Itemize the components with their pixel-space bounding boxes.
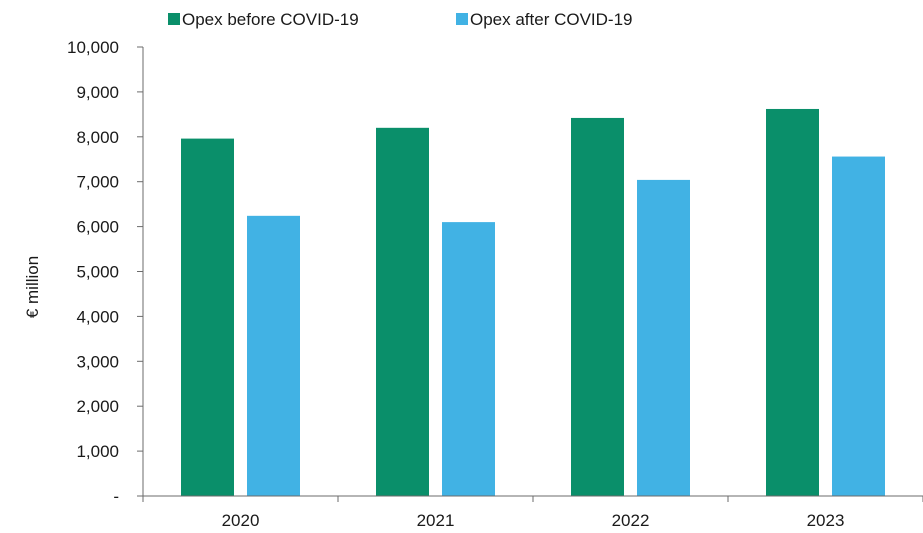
bar-before-2022 — [571, 117, 624, 496]
x-category-label: 2021 — [417, 511, 455, 530]
bar-after-2021 — [442, 222, 495, 497]
y-axis-ticks: - 1,000 2,000 3,000 4,000 5,000 6,000 7,000 8,00… — [67, 38, 143, 506]
bar-after-2020 — [247, 215, 300, 496]
x-category-label: 2023 — [807, 511, 845, 530]
y-tick-label: 3,000 — [76, 352, 119, 371]
x-axis: 2020 2021 2022 2023 — [142, 495, 923, 530]
bar-before-2023 — [766, 108, 819, 496]
legend-swatch — [456, 13, 468, 25]
x-category-label: 2022 — [612, 511, 650, 530]
x-category-label: 2020 — [222, 511, 260, 530]
legend: Opex before COVID-19 Opex after COVID-19 — [168, 10, 633, 29]
legend-swatch — [168, 13, 180, 25]
y-tick-label: 6,000 — [76, 218, 119, 237]
y-tick-label: 7,000 — [76, 173, 119, 192]
y-tick-label: 8,000 — [76, 128, 119, 147]
bar-before-2020 — [181, 138, 234, 496]
bar-before-2021 — [376, 127, 429, 496]
bars — [181, 108, 885, 497]
y-tick-label: - — [113, 487, 119, 506]
y-tick-label: 10,000 — [67, 38, 119, 57]
y-tick-label: 4,000 — [76, 307, 119, 326]
legend-label: Opex before COVID-19 — [182, 10, 359, 29]
y-tick-label: 9,000 — [76, 83, 119, 102]
y-tick-label: 2,000 — [76, 397, 119, 416]
bar-after-2023 — [832, 156, 885, 496]
y-axis-title: € million — [23, 256, 42, 318]
bar-after-2022 — [637, 179, 690, 497]
legend-label: Opex after COVID-19 — [470, 10, 633, 29]
y-tick-label: 1,000 — [76, 442, 119, 461]
y-tick-label: 5,000 — [76, 263, 119, 282]
